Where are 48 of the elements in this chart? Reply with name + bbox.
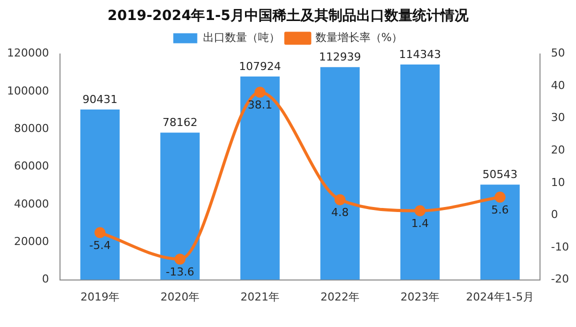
y-tick-label: 120000: [6, 46, 49, 60]
data-label: 38.1: [248, 98, 272, 112]
data-label: 107924: [239, 60, 282, 73]
bar: [240, 76, 280, 280]
chart-title: 2019-2024年1-5月中国稀土及其制品出口数量统计情况: [107, 7, 470, 24]
x-tick-label: 2022年: [320, 290, 360, 304]
data-label: 112939: [319, 50, 362, 64]
x-tick-label: 2021年: [240, 290, 280, 304]
point: [414, 205, 426, 216]
y-tick-label: 20000: [14, 234, 49, 248]
y-tick-label: 0: [42, 272, 49, 286]
legend-label: 出口数量（吨）: [202, 31, 280, 44]
bar: [160, 132, 200, 280]
bar: [320, 67, 360, 280]
data-label: 4.8: [331, 206, 349, 220]
point: [334, 194, 346, 206]
y2-tick-label: -20: [551, 272, 569, 286]
y-tick-label: 40000: [14, 197, 49, 210]
point: [94, 227, 106, 238]
y2-tick-label: 20: [551, 144, 566, 157]
bar: [400, 64, 440, 280]
data-label: 5.6: [491, 204, 509, 217]
data-label: 78162: [162, 116, 198, 129]
y2-tick-label: 0: [551, 208, 558, 222]
y-tick-label: 100000: [6, 84, 49, 98]
data-label: 90431: [82, 92, 118, 106]
y2-tick-label: -10: [551, 240, 569, 254]
y-tick-label: 80000: [14, 122, 49, 135]
x-tick-label: 2020年: [160, 290, 200, 304]
point: [254, 86, 266, 98]
y2-tick-label: 10: [551, 176, 566, 189]
y-tick-label: 60000: [14, 160, 49, 173]
x-tick-label: 2019年: [80, 290, 120, 304]
data-label: 50543: [482, 168, 518, 181]
data-label: -13.6: [166, 265, 194, 278]
bar: [80, 109, 120, 280]
y2-tick-label: 50: [551, 46, 566, 60]
y2-tick-label: 30: [551, 111, 566, 124]
legend-label: 数量增长率（%）: [315, 31, 403, 44]
data-label: -5.4: [89, 239, 111, 252]
y2-tick-label: 40: [551, 78, 566, 92]
data-label: 1.4: [411, 217, 429, 230]
point: [494, 192, 506, 203]
x-tick-label: 2024年1-5月: [466, 290, 534, 304]
bar: [480, 184, 520, 280]
data-label: 114343: [399, 48, 442, 61]
point: [174, 254, 186, 265]
x-tick-label: 2023年: [400, 290, 440, 304]
